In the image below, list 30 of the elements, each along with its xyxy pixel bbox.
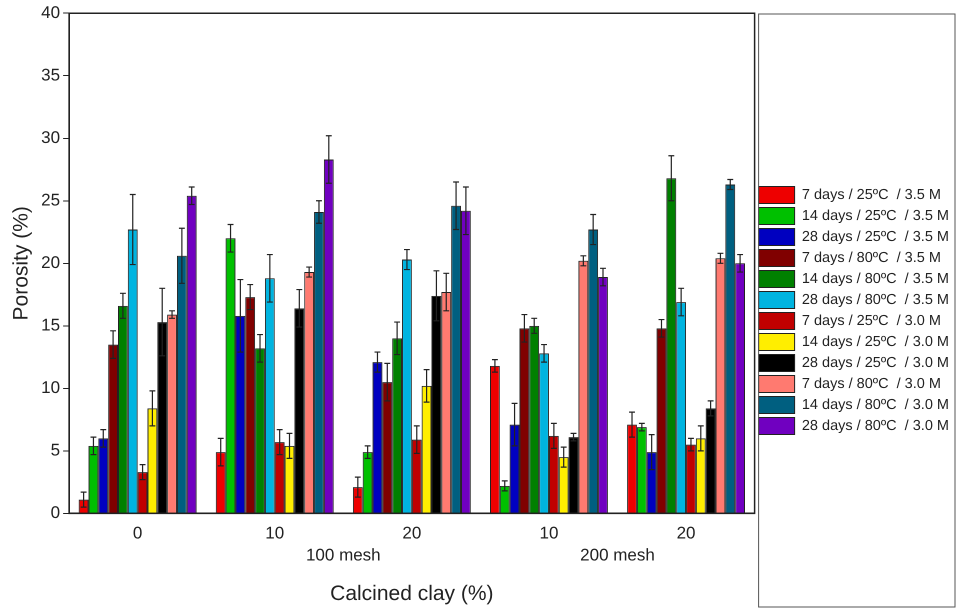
text: 100 mesh <box>306 546 381 565</box>
x-tick-label: 10 <box>539 523 558 542</box>
legend-label: 28 days / 25ºC / 3.0 M <box>802 355 950 371</box>
legend-label: 7 days / 25ºC / 3.5 M <box>802 187 941 203</box>
legend-label: 14 days / 25ºC / 3.5 M <box>802 208 950 224</box>
y-tick-label: 0 <box>50 503 60 522</box>
legend-label: 14 days / 25ºC / 3.0 M <box>802 334 950 350</box>
y-tick-label: 10 <box>41 378 60 398</box>
legend-label: 28 days / 80ºC / 3.0 M <box>802 418 950 434</box>
y-tick-label: 30 <box>41 128 60 147</box>
legend-label: 28 days / 80ºC / 3.5 M <box>802 292 950 308</box>
x-tick-label: 20 <box>402 523 422 542</box>
y-tick-label: 5 <box>50 440 60 460</box>
y-tick-label: 20 <box>41 252 60 272</box>
legend-label: 7 days / 25ºC / 3.0 M <box>802 313 941 329</box>
y-tick-label: 15 <box>41 316 60 335</box>
legend-label: 7 days / 80ºC / 3.0 M <box>802 376 941 392</box>
x-tick-label: 0 <box>132 523 142 542</box>
x-axis-title: Calcined clay (%) <box>330 582 494 606</box>
legend-label: 28 days / 25ºC / 3.5 M <box>802 229 950 245</box>
x-tick-label: 20 <box>676 523 696 542</box>
y-tick-label: 25 <box>41 190 60 210</box>
legend-label: 14 days / 80ºC / 3.5 M <box>802 271 950 287</box>
legend-label: 14 days / 80ºC / 3.0 M <box>802 397 950 413</box>
legend-label: 7 days / 80ºC / 3.5 M <box>802 250 941 266</box>
y-axis-title: Porosity (%) <box>9 206 32 320</box>
y-tick-label: 40 <box>41 2 60 22</box>
text: 200 mesh <box>580 546 655 565</box>
x-tick-label: 10 <box>265 523 284 542</box>
y-tick-label: 35 <box>41 65 60 84</box>
